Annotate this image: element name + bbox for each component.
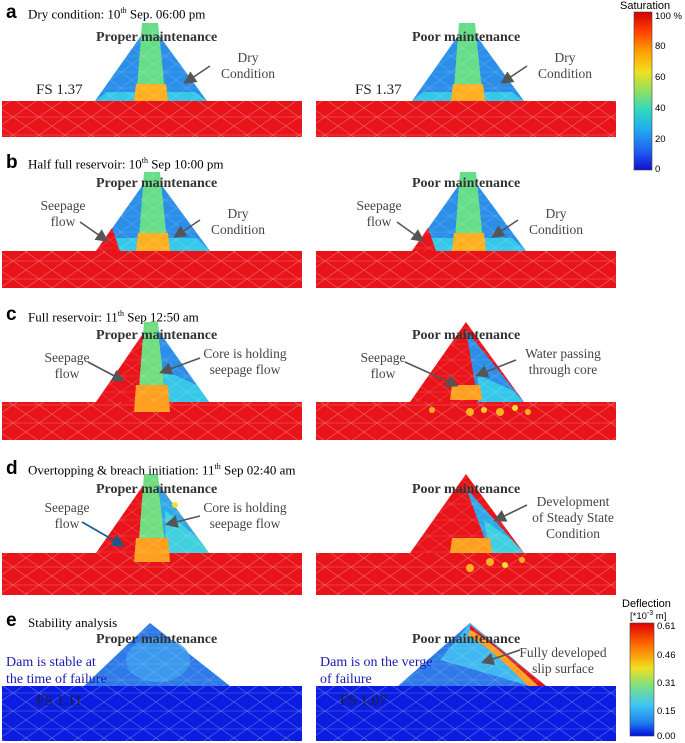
dam-d-right (316, 474, 616, 595)
sat-tick-100: 100 % (655, 11, 682, 22)
dam-b-right (316, 172, 616, 288)
panel-title-d: Overtopping & breach initiation: 11th Se… (28, 462, 296, 478)
saturation-colorbar (633, 11, 653, 171)
subtitle-a-left: Proper maintenance (96, 30, 218, 45)
subtitle-d-right: Poor maintenance (412, 482, 521, 497)
fs-a-left: FS 1.37 (36, 82, 83, 98)
annotation-d-right: Development of Steady State Condition (532, 494, 614, 541)
def-tick-031: 0.31 (657, 678, 676, 689)
subtitle-e-left: Proper maintenance (96, 632, 218, 647)
annotation-d-left: Core is holding seepage flow (203, 500, 287, 531)
panel-letter-d: d (6, 458, 18, 479)
subtitle-b-left: Proper maintenance (96, 176, 218, 191)
deflection-unit: [*10-3 m] (630, 610, 667, 623)
deflection-colorbar (629, 622, 655, 737)
annotation-a-left: Dry Condition (220, 50, 275, 81)
def-tick-046: 0.46 (657, 650, 676, 661)
saturation-title: Saturation (620, 0, 671, 12)
deflection-title: Deflection (622, 598, 671, 610)
def-tick-015: 0.15 (657, 706, 676, 717)
dam-c-left (2, 322, 302, 440)
annotation-c-right: Water passing through core (525, 346, 601, 377)
annotation-b-right: Dry Condition (528, 206, 583, 237)
seepage-c-left: Seepage flow (44, 350, 90, 381)
panel-letter-c: c (6, 304, 17, 325)
dam-d-left (2, 474, 302, 595)
panel-title-e: Stability analysis (28, 615, 118, 630)
seepage-b-left: Seepage flow (40, 198, 86, 229)
panel-letter-e: e (6, 610, 17, 631)
sat-tick-20: 20 (655, 134, 666, 145)
annotation-a-right: Dry Condition (537, 50, 592, 81)
panel-letter-a: a (6, 2, 17, 23)
sat-tick-60: 60 (655, 72, 666, 83)
dam-b-left (2, 172, 302, 288)
sat-tick-0: 0 (655, 164, 661, 175)
annotation-arrows (79, 65, 528, 666)
subtitle-e-right: Poor maintenance (412, 632, 521, 647)
panel-title-a: Dry condition: 10th Sep. 06:00 pm (28, 6, 206, 22)
fs-a-right: FS 1.37 (355, 82, 402, 98)
annotation-c-left: Core is holding seepage flow (203, 346, 287, 377)
def-tick-061: 0.61 (657, 621, 676, 632)
slip-surface-note: Fully developed slip surface (519, 645, 607, 676)
subtitle-a-right: Poor maintenance (412, 30, 521, 45)
dam-e-left (2, 623, 302, 741)
def-tick-000: 0.00 (657, 731, 676, 742)
sat-tick-40: 40 (655, 103, 666, 114)
fs-e-right: FS 1.07 (340, 693, 387, 709)
fs-e-left: FS 1.11 (36, 693, 83, 709)
subtitle-b-right: Poor maintenance (412, 176, 521, 191)
annotation-b-left: Dry Condition (210, 206, 265, 237)
seepage-c-right: Seepage flow (360, 350, 406, 381)
dam-c-right (316, 322, 616, 440)
sat-tick-80: 80 (655, 41, 666, 52)
seepage-b-right: Seepage flow (356, 198, 402, 229)
dam-a-right (316, 23, 616, 137)
subtitle-d-left: Proper maintenance (96, 482, 218, 497)
stability-note-left: Dam is stable at the time of failure (6, 655, 107, 687)
panel-letter-b: b (6, 152, 18, 173)
subtitle-c-left: Proper maintenance (96, 328, 218, 343)
panel-title-b: Half full reservoir: 10th Sep 10:00 pm (28, 156, 224, 172)
seepage-d-left: Seepage flow (44, 500, 90, 531)
dam-a-left (2, 23, 302, 137)
stability-note-right: Dam is on the verge of failure (320, 655, 433, 687)
seepage-arrow-d (81, 521, 125, 547)
panel-title-c: Full reservoir: 11th Sep 12:50 am (28, 309, 199, 325)
subtitle-c-right: Poor maintenance (412, 328, 521, 343)
